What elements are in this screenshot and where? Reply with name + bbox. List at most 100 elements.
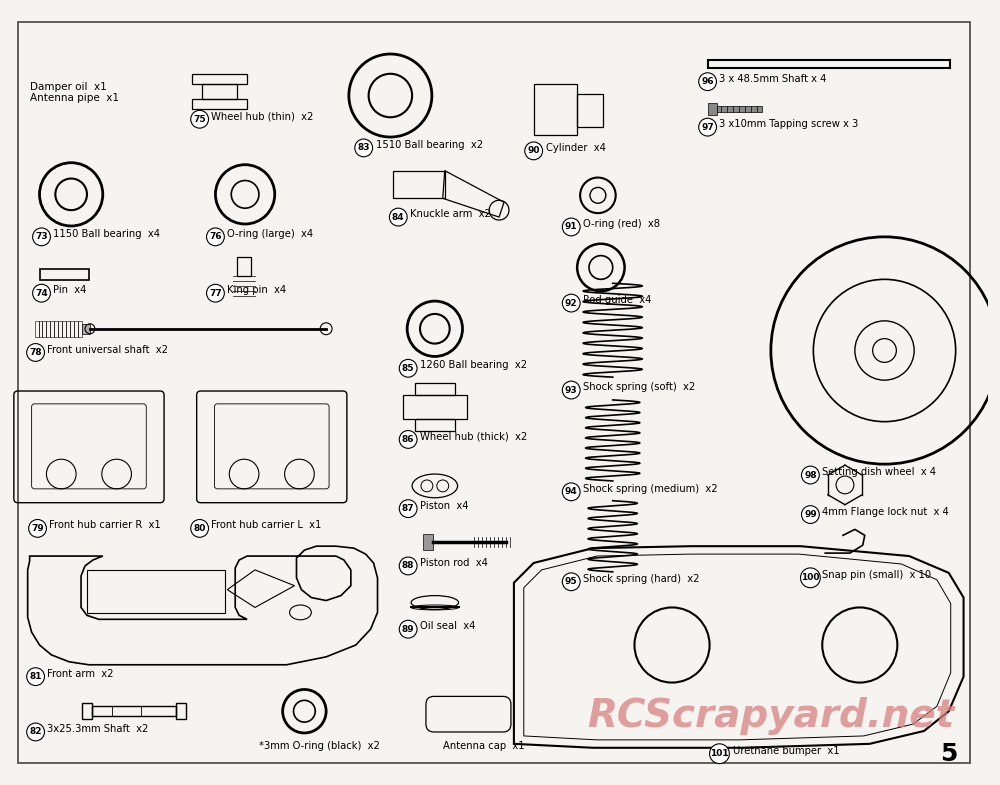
- Text: 78: 78: [29, 348, 42, 357]
- Bar: [50, 321, 54, 337]
- Text: 5: 5: [940, 742, 957, 765]
- Bar: [577, 93, 603, 127]
- Bar: [66, 321, 70, 337]
- Bar: [78, 321, 82, 337]
- Text: 3 x 48.5mm Shaft x 4: 3 x 48.5mm Shaft x 4: [719, 74, 827, 84]
- Circle shape: [525, 142, 543, 160]
- Text: O-ring (red)  x8: O-ring (red) x8: [583, 219, 660, 229]
- Text: 89: 89: [402, 625, 414, 633]
- Circle shape: [399, 620, 417, 638]
- Text: Shock spring (soft)  x2: Shock spring (soft) x2: [583, 382, 695, 392]
- Bar: [40, 269, 89, 280]
- Bar: [54, 321, 58, 337]
- Bar: [237, 257, 251, 276]
- Text: 82: 82: [29, 728, 42, 736]
- Bar: [393, 170, 445, 199]
- Text: Wheel hub (thick)  x2: Wheel hub (thick) x2: [420, 432, 527, 441]
- Text: Pin  x4: Pin x4: [53, 285, 87, 295]
- Text: 73: 73: [35, 232, 48, 241]
- Circle shape: [710, 744, 729, 764]
- Text: 3 x10mm Tapping screw x 3: 3 x10mm Tapping screw x 3: [719, 119, 859, 130]
- Text: 88: 88: [402, 561, 414, 571]
- Bar: [82, 324, 90, 334]
- Text: King pin  x4: King pin x4: [227, 285, 286, 295]
- Bar: [423, 535, 433, 550]
- Text: 85: 85: [402, 363, 414, 373]
- Circle shape: [801, 466, 819, 484]
- Text: 90: 90: [527, 146, 540, 155]
- Text: Wheel hub (thin)  x2: Wheel hub (thin) x2: [211, 111, 314, 121]
- Bar: [74, 321, 78, 337]
- Circle shape: [399, 500, 417, 517]
- Text: 76: 76: [209, 232, 222, 241]
- Circle shape: [562, 294, 580, 312]
- Bar: [192, 74, 247, 84]
- Text: Damper oil  x1
Antenna pipe  x1: Damper oil x1 Antenna pipe x1: [30, 82, 119, 104]
- Bar: [35, 321, 39, 337]
- Text: 1260 Ball bearing  x2: 1260 Ball bearing x2: [420, 360, 527, 371]
- Bar: [192, 100, 247, 109]
- Text: 97: 97: [701, 122, 714, 132]
- Bar: [202, 84, 237, 100]
- Text: Front arm  x2: Front arm x2: [47, 669, 114, 679]
- Circle shape: [699, 119, 716, 136]
- Circle shape: [801, 506, 819, 524]
- Text: 94: 94: [565, 487, 578, 496]
- Bar: [415, 383, 455, 395]
- Text: Front hub carrier R  x1: Front hub carrier R x1: [49, 520, 161, 531]
- Text: Shock spring (medium)  x2: Shock spring (medium) x2: [583, 484, 718, 494]
- Text: 100: 100: [801, 573, 820, 582]
- Text: 95: 95: [565, 577, 578, 586]
- Text: 91: 91: [565, 222, 578, 232]
- Text: 1510 Ball bearing  x2: 1510 Ball bearing x2: [376, 140, 483, 150]
- Text: 1150 Ball bearing  x4: 1150 Ball bearing x4: [53, 229, 160, 239]
- Circle shape: [27, 723, 44, 741]
- Text: 75: 75: [193, 115, 206, 124]
- Bar: [534, 84, 577, 135]
- Circle shape: [207, 284, 224, 302]
- Bar: [708, 104, 717, 115]
- Text: RCScrapyard.net: RCScrapyard.net: [587, 697, 954, 736]
- Text: O-ring (large)  x4: O-ring (large) x4: [227, 229, 313, 239]
- Circle shape: [191, 111, 209, 128]
- Circle shape: [562, 573, 580, 590]
- Text: 81: 81: [29, 672, 42, 681]
- Bar: [415, 418, 455, 430]
- Text: 77: 77: [209, 289, 222, 298]
- Circle shape: [389, 208, 407, 226]
- Circle shape: [562, 218, 580, 236]
- Bar: [70, 321, 74, 337]
- Bar: [46, 321, 50, 337]
- Text: Antenna cap  x1: Antenna cap x1: [443, 741, 524, 751]
- Circle shape: [29, 520, 46, 537]
- Bar: [62, 321, 66, 337]
- Bar: [717, 107, 762, 112]
- Text: Setting dish wheel  x 4: Setting dish wheel x 4: [822, 467, 936, 477]
- Text: 4mm Flange lock nut  x 4: 4mm Flange lock nut x 4: [822, 506, 949, 517]
- Bar: [708, 60, 950, 68]
- Circle shape: [33, 284, 50, 302]
- Text: Front hub carrier L  x1: Front hub carrier L x1: [211, 520, 322, 531]
- Text: Shock spring (hard)  x2: Shock spring (hard) x2: [583, 574, 700, 584]
- Text: Oil seal  x4: Oil seal x4: [420, 621, 475, 631]
- Bar: [87, 570, 225, 613]
- Circle shape: [27, 344, 44, 361]
- Circle shape: [801, 568, 820, 588]
- Text: 84: 84: [392, 213, 405, 221]
- Text: *3mm O-ring (black)  x2: *3mm O-ring (black) x2: [259, 741, 380, 751]
- Bar: [82, 703, 92, 719]
- Text: Front universal shaft  x2: Front universal shaft x2: [47, 345, 168, 355]
- Bar: [176, 703, 186, 719]
- Circle shape: [33, 228, 50, 246]
- Circle shape: [207, 228, 224, 246]
- Text: 86: 86: [402, 435, 414, 444]
- Text: Urethane bumper  x1: Urethane bumper x1: [733, 746, 840, 756]
- Text: 93: 93: [565, 385, 578, 395]
- Circle shape: [399, 430, 417, 448]
- Circle shape: [562, 483, 580, 501]
- Text: 3x25.3mm Shaft  x2: 3x25.3mm Shaft x2: [47, 724, 149, 734]
- Text: Piston rod  x4: Piston rod x4: [420, 558, 488, 568]
- Circle shape: [562, 382, 580, 399]
- Text: 79: 79: [31, 524, 44, 533]
- Text: 99: 99: [804, 510, 817, 519]
